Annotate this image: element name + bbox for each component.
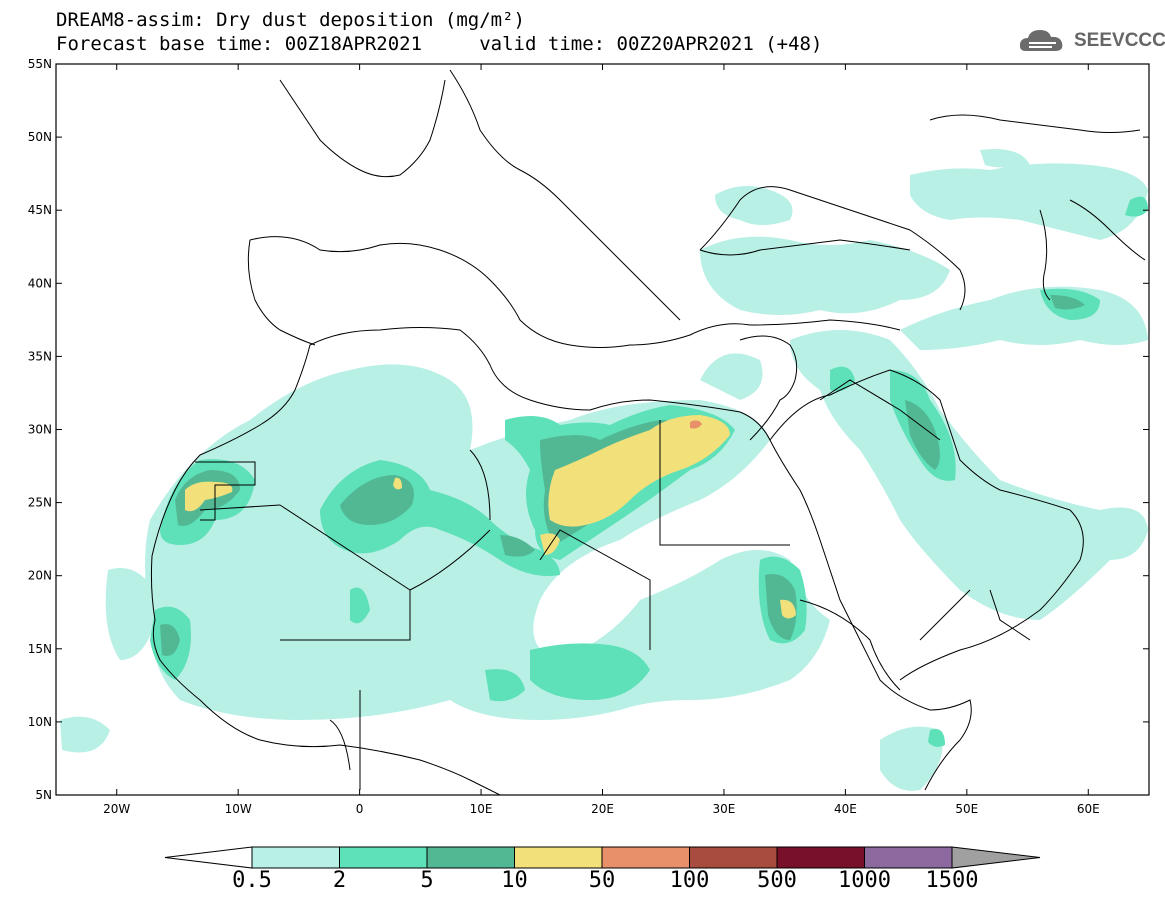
deposition-level-50 [690, 420, 702, 429]
colorbar-label: 10 [501, 868, 528, 893]
lon-tick-label: 20W [103, 802, 130, 816]
colorbar-label: 0.5 [232, 868, 272, 893]
cloud-icon [1019, 30, 1063, 51]
lon-tick-label: 60E [1077, 802, 1100, 816]
lat-tick-label: 15N [28, 642, 52, 656]
lon-tick-label: 10E [470, 802, 493, 816]
colorbar-swatch [776, 846, 865, 869]
longitude-axis: 20W 10W 0 10E 20E 30E 40E 50E 60E [103, 64, 1100, 816]
lon-tick-label: 30E [713, 802, 736, 816]
logo-text: SEEVCCC [1074, 30, 1165, 51]
lat-tick-label: 30N [28, 423, 52, 437]
deposition-level-10 [185, 415, 796, 619]
lat-tick-label: 5N [35, 788, 52, 802]
colorbar-label: 50 [589, 868, 616, 893]
colorbar-swatch [426, 846, 515, 869]
latitude-axis: 55N 50N 45N 40N 35N 30N 25N 20N 15N 10N 5N [28, 57, 1149, 802]
colorbar-label: 1000 [838, 868, 891, 893]
lon-tick-label: 40E [834, 802, 857, 816]
colorbar-swatch [601, 846, 690, 869]
lat-tick-label: 50N [28, 130, 52, 144]
colorbar-under-triangle [164, 846, 253, 869]
lat-tick-label: 45N [28, 203, 52, 217]
lat-tick-label: 40N [28, 276, 52, 290]
seevccc-logo: SEEVCCC [1018, 26, 1165, 56]
lat-tick-label: 25N [28, 496, 52, 510]
colorbar: 0.5 2 5 10 50 100 500 1000 1500 [164, 846, 1041, 893]
map-subtitle: Forecast base time: 00Z18APR2021 valid t… [56, 33, 823, 55]
lon-tick-label: 10W [225, 802, 252, 816]
lat-tick-label: 55N [28, 57, 52, 71]
colorbar-label: 2 [333, 868, 346, 893]
map-title: DREAM8-assim: Dry dust deposition (mg/m²… [56, 9, 525, 31]
lat-tick-label: 10N [28, 715, 52, 729]
colorbar-swatch [689, 846, 778, 869]
colorbar-label: 500 [757, 868, 797, 893]
colorbar-label: 1500 [926, 868, 979, 893]
lon-tick-label: 20E [591, 802, 614, 816]
colorbar-label: 5 [420, 868, 433, 893]
lon-tick-label: 0 [356, 802, 364, 816]
lat-tick-label: 35N [28, 349, 52, 363]
colorbar-over-triangle [951, 846, 1041, 869]
colorbar-swatch [251, 846, 340, 869]
coastlines [150, 69, 1146, 795]
lon-tick-label: 50E [955, 802, 978, 816]
colorbar-label: 100 [670, 868, 710, 893]
lat-tick-label: 20N [28, 569, 52, 583]
colorbar-swatch [339, 846, 428, 869]
dust-field [60, 69, 1148, 795]
colorbar-swatch [864, 846, 953, 869]
colorbar-swatch [514, 846, 603, 869]
